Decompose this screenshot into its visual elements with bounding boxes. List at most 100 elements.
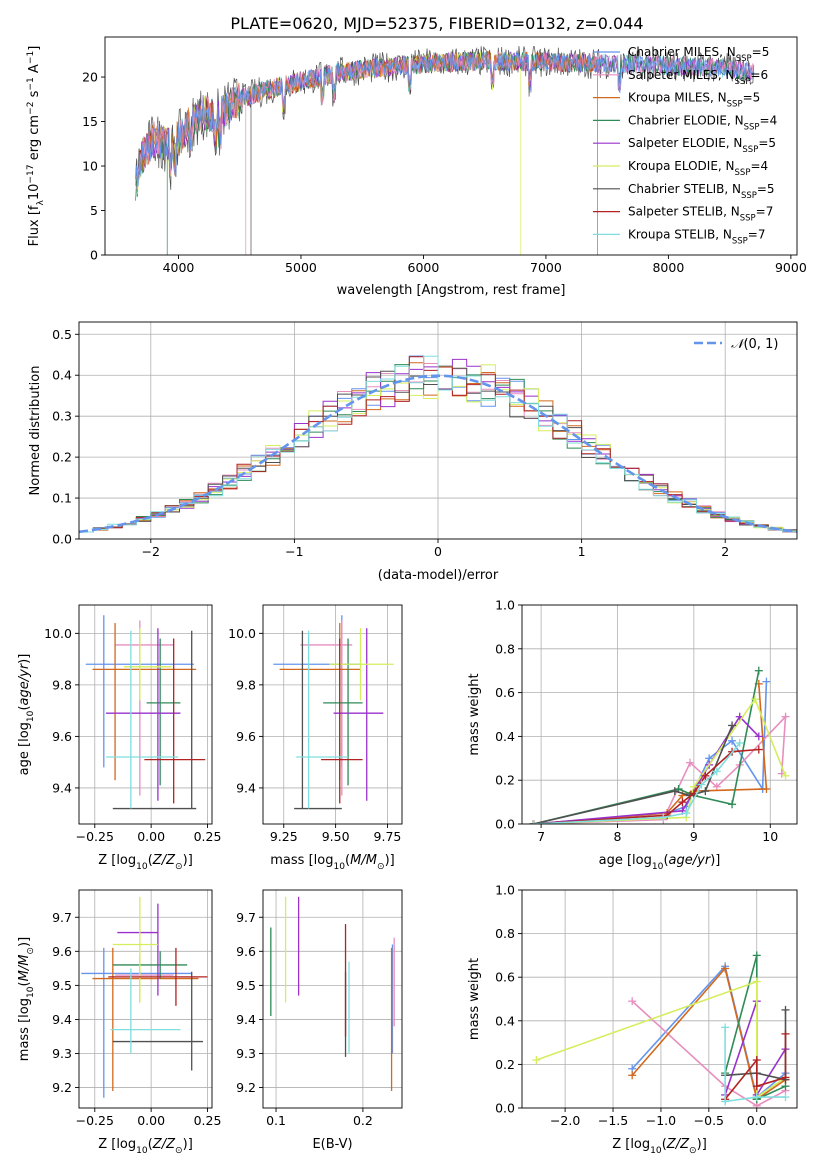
y-tick-label: 10	[82, 159, 98, 174]
x-tick-label: −1	[285, 544, 303, 559]
legend-label: Chabrier MILES, NSSP=5	[628, 45, 769, 64]
y-tick-label: 15	[82, 114, 98, 129]
x-tick-label: 4000	[163, 260, 195, 275]
y-tick-label: 0.6	[495, 970, 515, 985]
x-tick-label: 0.25	[194, 829, 222, 844]
y-tick-label: 9.8	[52, 677, 72, 692]
legend-label: Salpeter STELIB, NSSP=7	[628, 205, 773, 224]
y-tick-label: 0.0	[495, 1101, 515, 1116]
y-axis-label: mass weight	[467, 958, 482, 1040]
x-axis-label: Z [log10(Z/Z⊙)]	[612, 1137, 707, 1156]
axes-frame	[521, 604, 798, 825]
x-tick-label: 9	[690, 829, 698, 844]
y-tick-label: 0.0	[495, 817, 515, 832]
x-tick-label: 10	[762, 829, 778, 844]
axes-frame	[521, 889, 798, 1109]
y-tick-label: 0.6	[495, 685, 515, 700]
y-tick-label: 9.2	[236, 1080, 256, 1095]
massweight-vs-metallicity-panel: −2.0 −1.5 −1.0 −0.5 0.0 0.0 0.2 0.4 0.6 0.8 1.0 Z […	[467, 883, 798, 1156]
figure-title: PLATE=0620, MJD=52375, FIBERID=0132, z=0…	[230, 14, 643, 33]
x-axis-label: age [log10(age/yr)]	[599, 853, 721, 872]
x-tick-label: −1.0	[646, 1113, 676, 1128]
x-axis-label: Z [log10(Z/Z⊙)]	[98, 1137, 193, 1156]
gaussian-curve	[79, 374, 797, 534]
weight-line-8	[724, 1027, 786, 1103]
legend-label: Kroupa ELODIE, NSSP=4	[628, 159, 768, 178]
legend-label: Salpeter ELODIE, NSSP=5	[628, 136, 776, 155]
weight-line-1	[533, 714, 787, 824]
x-tick-label: 0.25	[194, 1113, 222, 1128]
weight-line-1	[631, 1000, 786, 1107]
y-tick-label: 0.0	[52, 532, 72, 547]
y-tick-label: 1.0	[495, 883, 515, 898]
x-tick-label: −1.5	[598, 1113, 628, 1128]
axes-frame	[78, 604, 213, 825]
plot-area	[522, 605, 797, 824]
y-tick-label: 9.4	[52, 1012, 72, 1027]
x-axis-label: (data-model)/error	[378, 568, 499, 583]
x-axis-label: mass [log10(M/M⊙)]	[270, 853, 394, 872]
x-tick-label: −2	[142, 544, 160, 559]
weight-line-2	[631, 966, 786, 1101]
x-tick-label: 9.75	[374, 829, 402, 844]
weight-line-8	[533, 742, 741, 824]
residuals-histogram-panel: −2 −1 0 1 2 0.0 0.1 0.2 0.3 0.4 0.5 (data-model)/er…	[28, 321, 798, 583]
x-tick-label: 9.50	[322, 829, 350, 844]
spectrum-line-0	[135, 52, 755, 186]
legend-label: Kroupa MILES, NSSP=5	[628, 91, 760, 110]
y-axis-label: age [log10(age/yr)]	[17, 654, 36, 776]
x-tick-label: 1	[578, 544, 586, 559]
y-tick-label: 9.5	[236, 978, 256, 993]
y-tick-label: 0.4	[495, 1013, 515, 1028]
y-tick-label: 5	[90, 203, 98, 218]
y-tick-label: 0.2	[495, 1057, 515, 1072]
y-tick-label: 9.7	[236, 910, 256, 925]
x-tick-label: −0.5	[694, 1113, 724, 1128]
y-tick-label: 10.0	[228, 626, 256, 641]
plot-area	[79, 322, 797, 539]
y-tick-label: 1.0	[495, 598, 515, 613]
legend-label: Chabrier STELIB, NSSP=5	[628, 182, 775, 201]
y-tick-label: 0.2	[495, 773, 515, 788]
y-tick-label: 0.5	[52, 327, 72, 342]
legend: Chabrier MILES, NSSP=5 Salpeter MILES, NS…	[593, 45, 777, 246]
y-tick-label: 9.6	[52, 944, 72, 959]
legend-label: 𝒩(0, 1)	[731, 337, 778, 352]
spectrum-panel: 4000 5000 6000 7000 8000 9000 0 5 10 15 20 waveleng…	[26, 36, 807, 298]
y-axis-label: Normed distribution	[28, 366, 43, 496]
x-tick-label: 5000	[285, 260, 317, 275]
plot-area	[263, 605, 402, 824]
age-vs-metallicity-panel: −0.25 0.00 0.25 9.4 9.6 9.8 10.0 Z [log10(Z/Z⊙)…	[17, 604, 222, 872]
x-tick-label: −2.0	[550, 1113, 580, 1128]
mass-vs-metallicity-panel: −0.25 0.00 0.25 9.2 9.3 9.4 9.5 9.6 9.7 Z [log10(…	[17, 889, 222, 1156]
y-tick-label: 0.2	[52, 450, 72, 465]
x-tick-label: 0.1	[266, 1113, 286, 1128]
mass-vs-ebv-panel: 0.1 0.2 9.2 9.3 9.4 9.5 9.6 9.7 E(B-V)	[236, 889, 403, 1152]
x-tick-label: 2	[721, 544, 729, 559]
x-tick-label: 8	[614, 829, 622, 844]
legend-label: Chabrier ELODIE, NSSP=4	[628, 113, 777, 132]
x-tick-label: 9.25	[270, 829, 298, 844]
weight-line-3	[533, 670, 760, 824]
spectrum-line-2	[136, 51, 598, 255]
y-tick-label: 10.0	[44, 626, 72, 641]
x-tick-label: 0.00	[137, 1113, 165, 1128]
x-tick-label: 0	[434, 544, 442, 559]
x-tick-label: 8000	[652, 260, 684, 275]
massweight-vs-age-panel: 7 8 9 10 0.0 0.2 0.4 0.6 0.8 1.0 age [log10(age/yr…	[467, 598, 798, 872]
y-tick-label: 9.3	[236, 1046, 256, 1061]
y-tick-label: 9.8	[236, 677, 256, 692]
spectrum-line-1	[135, 50, 754, 255]
hist-step-8	[79, 355, 797, 533]
x-tick-label: 7000	[530, 260, 562, 275]
weight-line-5	[536, 980, 786, 1099]
x-tick-label: 0.0	[747, 1113, 767, 1128]
axes-frame	[78, 889, 213, 1109]
y-tick-label: 0.8	[495, 641, 515, 656]
y-tick-label: 9.4	[52, 780, 72, 795]
y-tick-label: 9.6	[236, 729, 256, 744]
y-axis-label: mass weight	[467, 673, 482, 755]
x-tick-label: 0.2	[353, 1113, 373, 1128]
x-tick-label: 0.00	[137, 829, 165, 844]
y-axis-label: Flux [fλ10−17 erg cm−2 s−1 A−1]	[26, 46, 46, 247]
